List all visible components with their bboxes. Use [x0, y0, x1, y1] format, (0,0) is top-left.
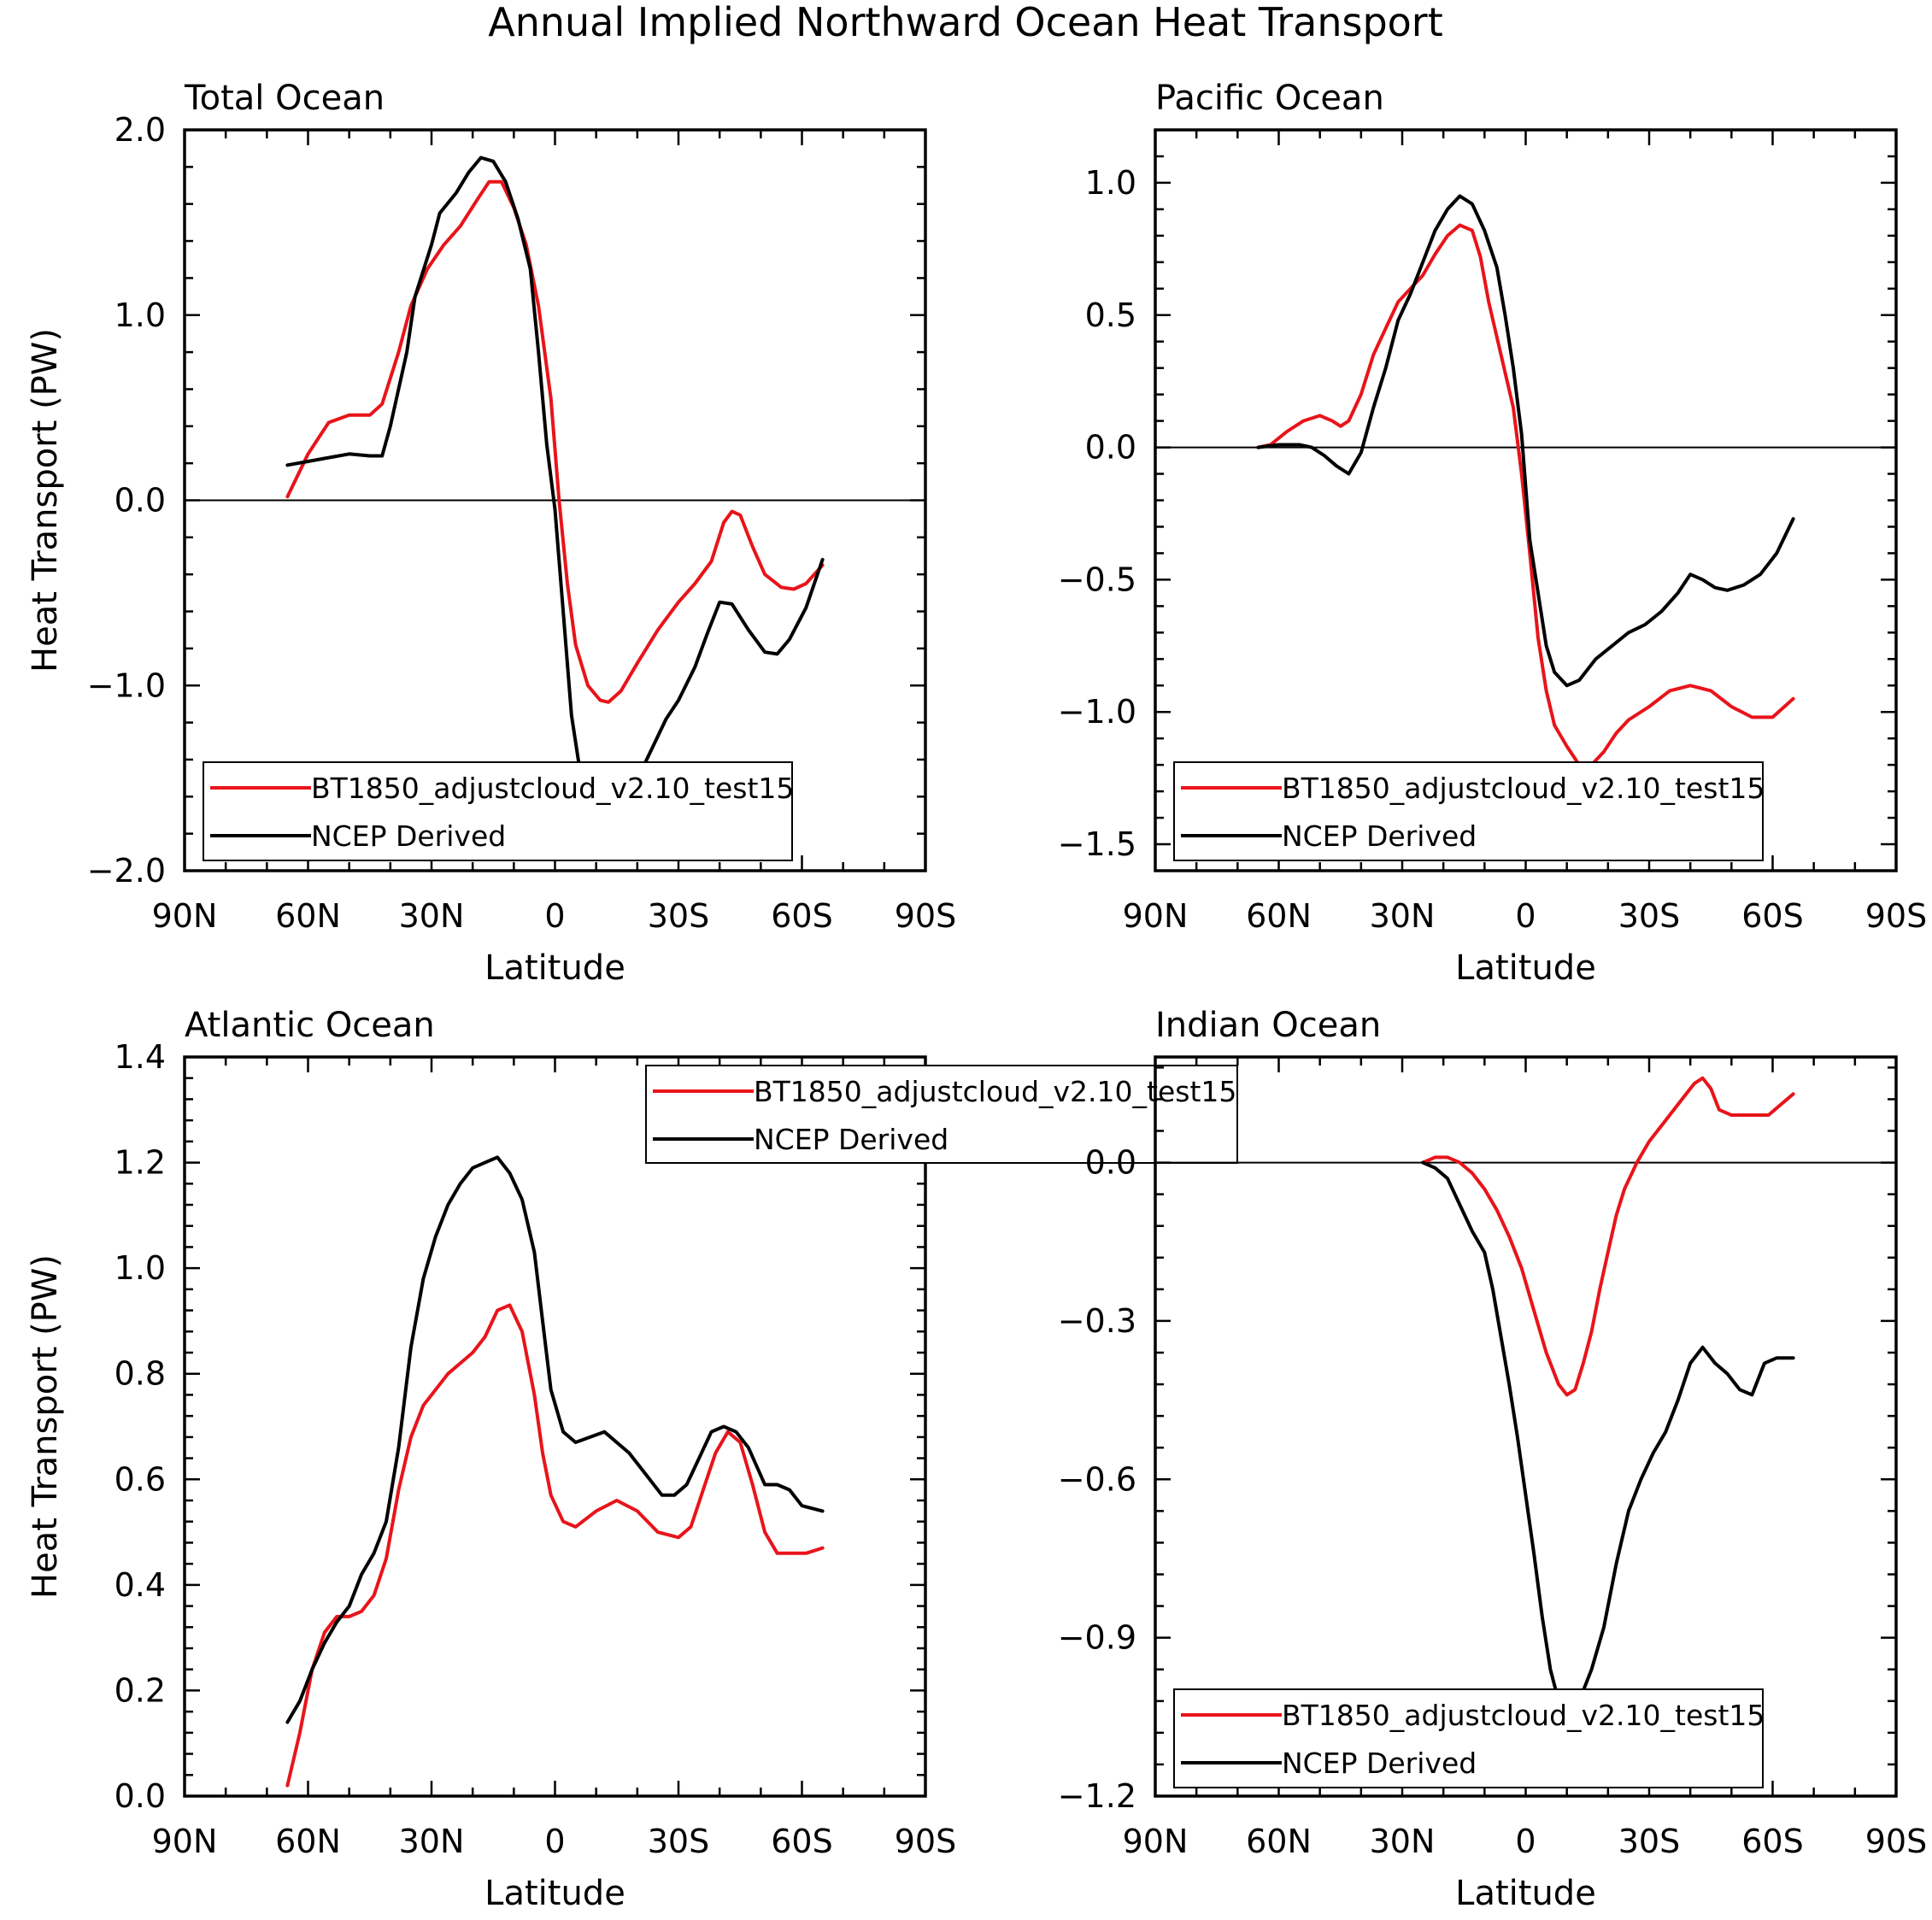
x-tick-label: 90S [895, 1823, 956, 1860]
y-tick-label: −1.2 [1058, 1777, 1136, 1815]
main-title: Annual Implied Northward Ocean Heat Tran… [488, 0, 1443, 45]
y-tick-label: −2.0 [87, 852, 166, 890]
panel-indian-ocean: 90N 60N 30N 0 30S 60S 90S 0.0 −0.3 −0.6 −0.9 −1.2 In… [1058, 1006, 1928, 1913]
x-tick-label: 60S [771, 1823, 832, 1860]
x-tick-label: 90S [1865, 897, 1927, 935]
x-axis-title: Latitude [484, 948, 625, 988]
legend-box [645, 1065, 1238, 1164]
y-tick-label: −0.6 [1058, 1460, 1136, 1498]
legend: BT1850_adjustcloud_v2.10_test15 NCEP Deri… [645, 1065, 1238, 1164]
x-tick-label: 90S [895, 897, 956, 935]
x-tick-label: 90N [152, 897, 218, 935]
y-tick-label: 0.2 [115, 1671, 166, 1709]
y-tick-label: −1.0 [1058, 693, 1136, 731]
panel-total-ocean: 90N 60N 30N 0 30S 60S 90S 2.0 1.0 0.0 −1.0 −2.0 Tota… [26, 79, 956, 988]
y-tick-label: 1.0 [115, 1249, 166, 1287]
legend-entry: NCEP Derived [1282, 819, 1477, 853]
panel-title: Indian Ocean [1155, 1006, 1381, 1045]
legend-entry: BT1850_adjustcloud_v2.10_test15 [1282, 772, 1765, 805]
plot-frame [183, 1055, 927, 1798]
x-tick-label: 30N [399, 897, 465, 935]
x-axis-title: Latitude [1455, 1874, 1596, 1913]
y-tick-label: 0.6 [115, 1460, 166, 1498]
series-line-ncep-derived [1421, 1160, 1795, 1719]
legend-box [1173, 1688, 1764, 1788]
y-tick-label: −0.5 [1058, 561, 1136, 598]
x-tick-label: 0 [1515, 897, 1536, 935]
panel-pacific-ocean: 90N 60N 30N 0 30S 60S 90S 1.0 0.5 0.0 −0.5 −1.0 −1.5… [1058, 79, 1928, 988]
y-tick-label: 0.0 [115, 482, 166, 520]
series-line-bt1850-adjustcloud-v2-10-test15 [1256, 223, 1795, 767]
x-tick-label: 60N [1246, 897, 1312, 935]
legend: BT1850_adjustcloud_v2.10_test15 NCEP Deri… [1173, 761, 1765, 861]
y-tick-label: −1.0 [87, 666, 166, 704]
x-tick-label: 90N [152, 1823, 218, 1860]
x-tick-label: 30S [648, 1823, 709, 1860]
x-axis-title: Latitude [484, 1874, 625, 1913]
x-tick-label: 60N [1246, 1823, 1312, 1860]
x-tick-label: 60S [1741, 1823, 1803, 1860]
x-tick-label: 90N [1123, 1823, 1189, 1860]
y-axis-title: Heat Transport (PW) [26, 328, 65, 672]
x-tick-label: 30N [1370, 897, 1436, 935]
panel-title: Pacific Ocean [1155, 79, 1384, 118]
panel-title: Total Ocean [184, 79, 385, 118]
panels: 90N 60N 30N 0 30S 60S 90S 2.0 1.0 0.0 −1.0 −2.0 Tota… [26, 79, 1927, 1913]
y-tick-label: 2.0 [115, 111, 166, 149]
y-tick-label: 0.5 [1085, 297, 1136, 334]
x-tick-label: 30S [1618, 897, 1680, 935]
y-tick-label: 0.8 [115, 1355, 166, 1393]
x-tick-label: 30N [399, 1823, 465, 1860]
series-line-ncep-derived [285, 156, 825, 813]
y-tick-label: −0.9 [1058, 1619, 1136, 1657]
x-tick-label: 0 [1515, 1823, 1536, 1860]
x-tick-label: 90N [1123, 897, 1189, 935]
x-tick-label: 0 [544, 897, 565, 935]
series-line-ncep-derived [285, 1155, 825, 1724]
legend: BT1850_adjustcloud_v2.10_test15 NCEP Deri… [203, 761, 794, 861]
series-line-bt1850-adjustcloud-v2-10-test15 [285, 1303, 825, 1788]
x-tick-label: 30S [648, 897, 709, 935]
y-tick-label: 1.2 [115, 1144, 166, 1182]
y-tick-label: 0.0 [115, 1777, 166, 1815]
y-tick-label: 0.4 [115, 1566, 166, 1604]
plot-frame [1154, 1055, 1898, 1798]
y-tick-label: 1.0 [1085, 164, 1136, 202]
x-tick-label: 60N [275, 897, 341, 935]
series-line-ncep-derived [1256, 194, 1795, 688]
legend-entry: BT1850_adjustcloud_v2.10_test15 [1282, 1699, 1765, 1732]
series-line-bt1850-adjustcloud-v2-10-test15 [1421, 1076, 1795, 1397]
panel-atlantic-ocean: 90N 60N 30N 0 30S 60S 90S 1.4 1.2 1.0 0.8 0.6 0.4 0.2… [26, 1006, 1238, 1913]
legend-entry: BT1850_adjustcloud_v2.10_test15 [754, 1075, 1236, 1108]
y-tick-label: 1.4 [115, 1038, 166, 1076]
series-line-bt1850-adjustcloud-v2-10-test15 [285, 179, 825, 704]
x-tick-label: 30N [1370, 1823, 1436, 1860]
x-tick-label: 60N [275, 1823, 341, 1860]
y-tick-label: −0.3 [1058, 1302, 1136, 1340]
legend: BT1850_adjustcloud_v2.10_test15 NCEP Deri… [1173, 1688, 1765, 1788]
legend-box [1173, 761, 1764, 861]
y-tick-label: −1.5 [1058, 825, 1136, 863]
legend-box [203, 761, 793, 861]
x-axis-title: Latitude [1455, 948, 1596, 988]
legend-entry: NCEP Derived [1282, 1747, 1477, 1780]
x-tick-label: 30S [1618, 1823, 1680, 1860]
x-tick-label: 0 [544, 1823, 565, 1860]
x-tick-label: 90S [1865, 1823, 1927, 1860]
y-tick-label: 0.0 [1085, 429, 1136, 467]
x-tick-label: 60S [771, 897, 832, 935]
legend-entry: NCEP Derived [754, 1123, 948, 1156]
y-axis-title: Heat Transport (PW) [26, 1254, 65, 1599]
legend-entry: NCEP Derived [311, 819, 506, 853]
y-tick-label: 1.0 [115, 297, 166, 334]
legend-entry: BT1850_adjustcloud_v2.10_test15 [311, 772, 794, 805]
panel-title: Atlantic Ocean [185, 1006, 435, 1045]
y-tick-label: 0.0 [1085, 1144, 1136, 1182]
x-tick-label: 60S [1741, 897, 1803, 935]
